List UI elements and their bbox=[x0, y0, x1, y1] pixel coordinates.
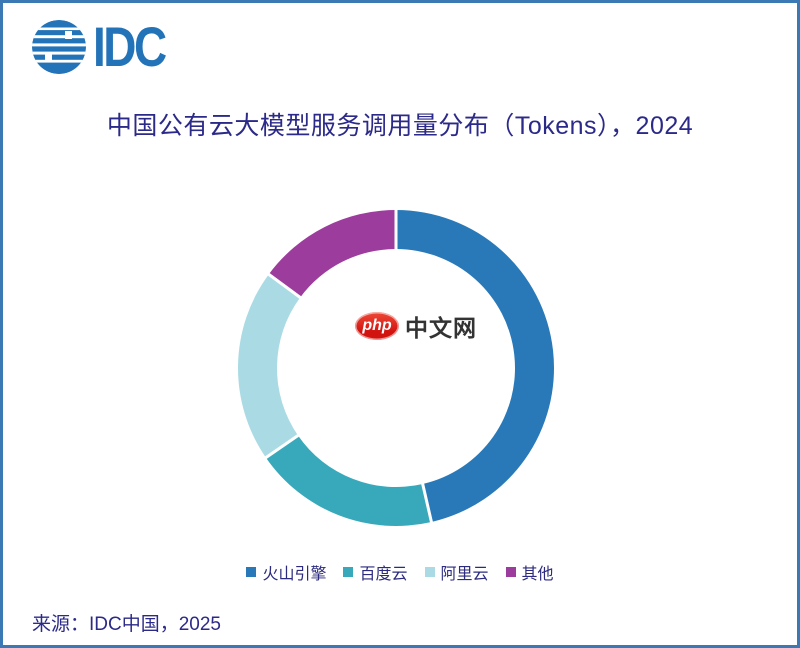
legend-item-火山引擎: 火山引擎 bbox=[246, 560, 326, 584]
legend-item-百度云: 百度云 bbox=[343, 560, 408, 584]
donut-chart bbox=[214, 186, 578, 550]
idc-logo: IDC bbox=[31, 19, 180, 75]
donut-chart-svg bbox=[238, 208, 555, 526]
legend-marker-icon bbox=[343, 567, 354, 577]
legend-label: 百度云 bbox=[359, 566, 408, 583]
donut-segment-阿里云 bbox=[238, 274, 301, 458]
legend-marker-icon bbox=[424, 567, 435, 577]
segment-separator bbox=[266, 271, 303, 300]
chart-legend: 火山引擎 百度云 阿里云 其他 bbox=[3, 560, 797, 584]
legend-label: 其他 bbox=[521, 566, 554, 583]
legend-label: 火山引擎 bbox=[262, 566, 327, 583]
idc-globe-icon bbox=[32, 20, 86, 74]
donut-segment-其他 bbox=[268, 210, 396, 298]
donut-segment-百度云 bbox=[265, 435, 432, 526]
watermark-site-text: 中文网 bbox=[405, 315, 477, 341]
segment-separator bbox=[420, 481, 434, 525]
legend-marker-icon bbox=[246, 567, 257, 577]
php-badge-icon: php bbox=[355, 312, 399, 340]
idc-logo-text: IDC bbox=[93, 15, 167, 78]
legend-item-其他: 其他 bbox=[505, 560, 554, 584]
source-note: 来源：IDC中国，2025 bbox=[32, 614, 221, 635]
legend-label: 阿里云 bbox=[440, 566, 489, 583]
legend-marker-icon bbox=[505, 567, 516, 577]
watermark: php 中文网 bbox=[355, 309, 477, 343]
donut-segment-火山引擎 bbox=[396, 210, 555, 522]
legend-item-阿里云: 阿里云 bbox=[424, 560, 489, 584]
chart-title: 中国公有云大模型服务调用量分布（Tokens），2024 bbox=[106, 112, 694, 140]
segment-separator bbox=[263, 433, 301, 460]
